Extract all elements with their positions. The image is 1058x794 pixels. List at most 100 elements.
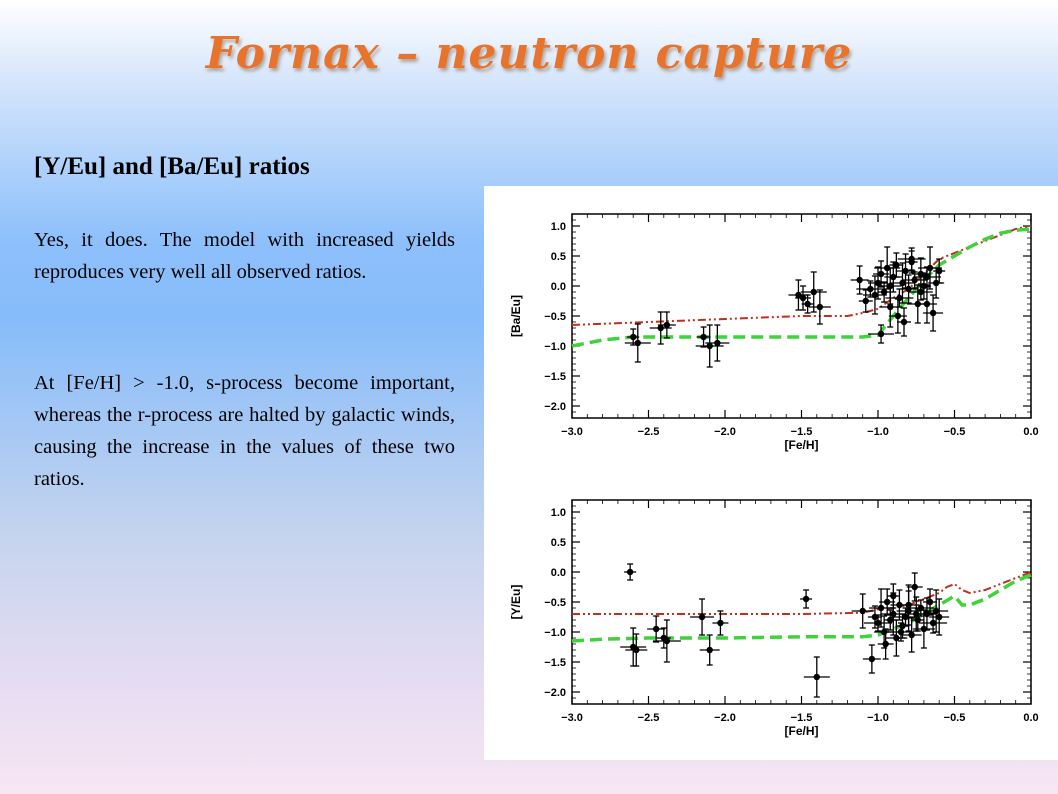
data-point (905, 601, 912, 609)
y-tick-label: −0.5 (544, 311, 566, 323)
y-tick-label: −2.0 (544, 401, 566, 413)
data-point (877, 330, 885, 338)
data-point (706, 646, 713, 654)
y-tick-label: 0.0 (551, 281, 566, 293)
data-point (877, 604, 885, 612)
y-axis-label: [Y/Eu] (509, 585, 523, 620)
data-point (894, 312, 902, 320)
data-point (802, 595, 810, 603)
x-axis-label: [Fe/H] (785, 438, 819, 452)
data-point (936, 267, 943, 275)
data-point (813, 673, 820, 681)
x-tick-label: −2.0 (714, 426, 736, 438)
data-point (626, 568, 634, 576)
x-tick-label: −2.5 (638, 712, 660, 724)
data-point (799, 294, 807, 302)
x-tick-label: −3.0 (561, 712, 583, 724)
data-point (868, 655, 876, 663)
data-point (920, 625, 928, 633)
data-point (630, 333, 637, 341)
data-point (932, 607, 940, 615)
chart-figure: −3.0 −2.5 −2.0 −1.5 −1.0 −0.5 0.0 1.0 0.5 0.0 −0.5… (484, 186, 1058, 760)
chart-panel-1: −3.0 −2.5 −2.0 −1.5 −1.0 −0.5 0.0 1.0 0.5 0.0 −0.5… (509, 213, 1039, 452)
data-point (877, 270, 885, 278)
x-axis-label: [Fe/H] (785, 724, 819, 738)
y-tick-label: 0.5 (551, 537, 566, 549)
data-point (890, 273, 897, 281)
data-point (867, 285, 874, 293)
x-tick-label: −2.0 (714, 712, 736, 724)
chart-svg: −3.0 −2.5 −2.0 −1.5 −1.0 −0.5 0.0 1.0 0.5 0.0 −0.5… (509, 213, 1039, 738)
data-point (706, 342, 713, 350)
body-paragraph-2: At [Fe/H] > -1.0, s-process become impor… (34, 372, 455, 490)
data-point (887, 616, 894, 624)
x-tick-label: −0.5 (944, 426, 966, 438)
data-point (871, 291, 879, 299)
data-point (896, 294, 903, 302)
data-point (633, 646, 640, 654)
data-point (663, 321, 671, 329)
data-point (926, 264, 934, 272)
data-point (917, 270, 925, 278)
x-tick-label: −0.5 (944, 712, 966, 724)
data-point (634, 339, 641, 347)
data-point (657, 324, 664, 332)
data-point (908, 255, 915, 263)
data-point (923, 273, 931, 281)
y-tick-label: 0.5 (551, 251, 566, 263)
data-point (883, 598, 891, 606)
y-tick-label: −1.0 (544, 341, 566, 353)
data-point (862, 297, 869, 305)
data-point (717, 619, 724, 627)
data-point (880, 288, 888, 296)
data-point (810, 288, 817, 296)
data-point (893, 634, 900, 642)
data-point (902, 613, 909, 621)
data-point (714, 339, 721, 347)
x-tick-label: −1.0 (867, 712, 889, 724)
slide-title: Fornax – neutron capture (205, 28, 853, 79)
data-point (908, 631, 915, 639)
data-point (932, 279, 940, 287)
data-point (900, 318, 908, 326)
data-point (890, 610, 897, 618)
x-tick-label: −3.0 (561, 426, 583, 438)
model-line-green (571, 227, 1032, 348)
data-point (663, 637, 671, 645)
x-tick-label: −1.5 (791, 712, 813, 724)
y-tick-label: −1.5 (544, 371, 566, 383)
data-point (914, 616, 921, 624)
body-paragraph-1: Yes, it does. The model with increased y… (34, 229, 455, 283)
y-axis-label: [Ba/Eu] (509, 295, 523, 337)
y-tick-label: −1.5 (544, 657, 566, 669)
x-tick-label: −2.5 (638, 426, 660, 438)
data-point (917, 288, 925, 296)
data-point (890, 592, 897, 600)
data-point (923, 300, 931, 308)
chart-panel-2: −3.0 −2.5 −2.0 −1.5 −1.0 −0.5 0.0 1.0 0.5 0.0 −0.5… (509, 499, 1039, 738)
data-point (911, 583, 918, 591)
model-line-green (571, 573, 1032, 643)
slide-subtitle: [Y/Eu] and [Ba/Eu] ratios (34, 153, 310, 180)
data-point (897, 628, 905, 636)
y-tick-label: −2.0 (544, 687, 566, 699)
x-tick-label: −1.0 (867, 426, 889, 438)
data-point (926, 598, 934, 606)
y-tick-label: 1.0 (551, 507, 566, 519)
data-point (883, 264, 891, 272)
data-point (887, 303, 894, 311)
plot-frame (571, 499, 1032, 705)
data-point (929, 309, 937, 317)
data-point (913, 610, 920, 618)
data-point (911, 276, 918, 284)
data-point (874, 279, 882, 287)
y-tick-label: 1.0 (551, 221, 566, 233)
data-point (882, 640, 889, 648)
data-point (859, 607, 866, 615)
data-point (929, 619, 937, 627)
data-point (893, 261, 900, 269)
data-point (874, 619, 882, 627)
y-tick-label: −1.0 (544, 627, 566, 639)
data-point (652, 625, 660, 633)
y-tick-label: 0.0 (551, 567, 566, 579)
